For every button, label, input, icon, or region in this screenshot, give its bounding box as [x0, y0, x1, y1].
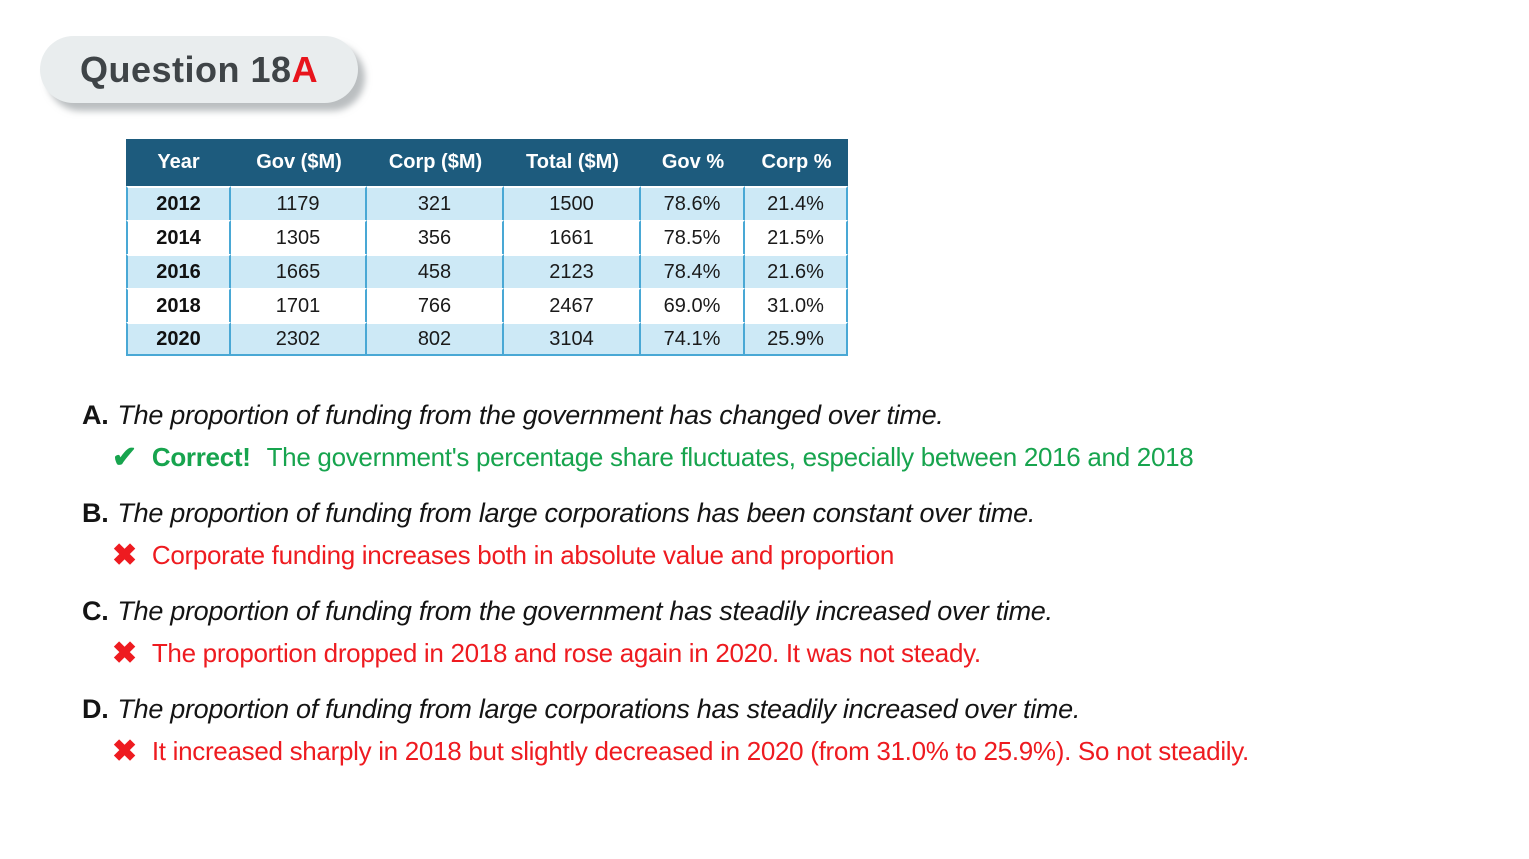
option-b-letter: B.: [82, 498, 109, 528]
cell-gov-pct: 78.4%: [641, 254, 745, 288]
table-row-2020: 2020 2302 802 3104 74.1% 25.9%: [126, 322, 848, 356]
col-header-gov-pct: Gov %: [641, 139, 745, 186]
option-d-feedback: ✖ It increased sharply in 2018 but sligh…: [112, 735, 1502, 768]
col-header-gov: Gov ($M): [231, 139, 367, 186]
check-icon: ✔: [112, 440, 137, 474]
cell-corp-pct: 21.4%: [745, 186, 848, 220]
cell-year: 2020: [126, 322, 231, 356]
option-c: C. The proportion of funding from the gov…: [82, 594, 1502, 670]
option-d-explanation: It increased sharply in 2018 but slightl…: [151, 736, 1249, 766]
option-b-statement-text: The proportion of funding from large cor…: [117, 498, 1036, 528]
cell-corp: 802: [367, 322, 504, 356]
cross-icon: ✖: [112, 636, 137, 670]
col-header-year: Year: [126, 139, 231, 186]
funding-table: Year Gov ($M) Corp ($M) Total ($M) Gov %…: [126, 139, 848, 356]
option-c-letter: C.: [82, 596, 109, 626]
cell-year: 2012: [126, 186, 231, 220]
option-a-statement: A. The proportion of funding from the gov…: [82, 398, 1502, 432]
cell-total: 1500: [504, 186, 641, 220]
cross-icon: ✖: [112, 538, 137, 572]
cell-gov: 1179: [231, 186, 367, 220]
col-header-total: Total ($M): [504, 139, 641, 186]
option-b: B. The proportion of funding from large c…: [82, 496, 1502, 572]
table-header-row: Year Gov ($M) Corp ($M) Total ($M) Gov %…: [126, 139, 848, 186]
option-b-explanation: Corporate funding increases both in abso…: [151, 540, 895, 570]
cell-total: 2467: [504, 288, 641, 322]
option-a: A. The proportion of funding from the gov…: [82, 398, 1502, 474]
cell-corp-pct: 31.0%: [745, 288, 848, 322]
cell-corp: 766: [367, 288, 504, 322]
option-b-feedback: ✖ Corporate funding increases both in ab…: [112, 539, 1502, 572]
table-row-2014: 2014 1305 356 1661 78.5% 21.5%: [126, 220, 848, 254]
cell-corp: 458: [367, 254, 504, 288]
cell-corp: 356: [367, 220, 504, 254]
col-header-corp: Corp ($M): [367, 139, 504, 186]
cell-total: 1661: [504, 220, 641, 254]
answer-options: A. The proportion of funding from the gov…: [82, 398, 1502, 790]
option-d-letter: D.: [82, 694, 109, 724]
option-d: D. The proportion of funding from large c…: [82, 692, 1502, 768]
col-header-corp-pct: Corp %: [745, 139, 848, 186]
cell-corp-pct: 21.6%: [745, 254, 848, 288]
option-a-statement-text: The proportion of funding from the gover…: [117, 400, 944, 430]
option-b-statement: B. The proportion of funding from large c…: [82, 496, 1502, 530]
cell-corp-pct: 25.9%: [745, 322, 848, 356]
question-badge: Question 18 A: [40, 36, 359, 103]
option-a-letter: A.: [82, 400, 109, 430]
cell-gov: 2302: [231, 322, 367, 356]
question-badge-variant: A: [291, 48, 319, 90]
table-row-2012: 2012 1179 321 1500 78.6% 21.4%: [126, 186, 848, 220]
table-row-2016: 2016 1665 458 2123 78.4% 21.6%: [126, 254, 848, 288]
cell-corp: 321: [367, 186, 504, 220]
cell-gov-pct: 69.0%: [641, 288, 745, 322]
cell-gov-pct: 78.5%: [641, 220, 745, 254]
cell-year: 2018: [126, 288, 231, 322]
correct-label: Correct!: [151, 442, 251, 472]
option-c-feedback: ✖ The proportion dropped in 2018 and ros…: [112, 637, 1502, 670]
cell-total: 3104: [504, 322, 641, 356]
table-row-2018: 2018 1701 766 2467 69.0% 31.0%: [126, 288, 848, 322]
option-d-statement-text: The proportion of funding from large cor…: [117, 694, 1081, 724]
cell-year: 2016: [126, 254, 231, 288]
option-a-feedback: ✔ Correct! The government's percentage s…: [112, 441, 1502, 474]
cell-corp-pct: 21.5%: [745, 220, 848, 254]
option-d-statement: D. The proportion of funding from large c…: [82, 692, 1502, 726]
cross-icon: ✖: [112, 734, 137, 768]
question-badge-text: Question 18: [80, 48, 292, 90]
cell-gov: 1665: [231, 254, 367, 288]
cell-gov-pct: 78.6%: [641, 186, 745, 220]
cell-total: 2123: [504, 254, 641, 288]
cell-gov-pct: 74.1%: [641, 322, 745, 356]
option-c-statement: C. The proportion of funding from the gov…: [82, 594, 1502, 628]
option-c-statement-text: The proportion of funding from the gover…: [117, 596, 1053, 626]
option-c-explanation: The proportion dropped in 2018 and rose …: [151, 638, 981, 668]
cell-year: 2014: [126, 220, 231, 254]
cell-gov: 1305: [231, 220, 367, 254]
option-a-explanation: The government's percentage share fluctu…: [266, 442, 1194, 472]
cell-gov: 1701: [231, 288, 367, 322]
